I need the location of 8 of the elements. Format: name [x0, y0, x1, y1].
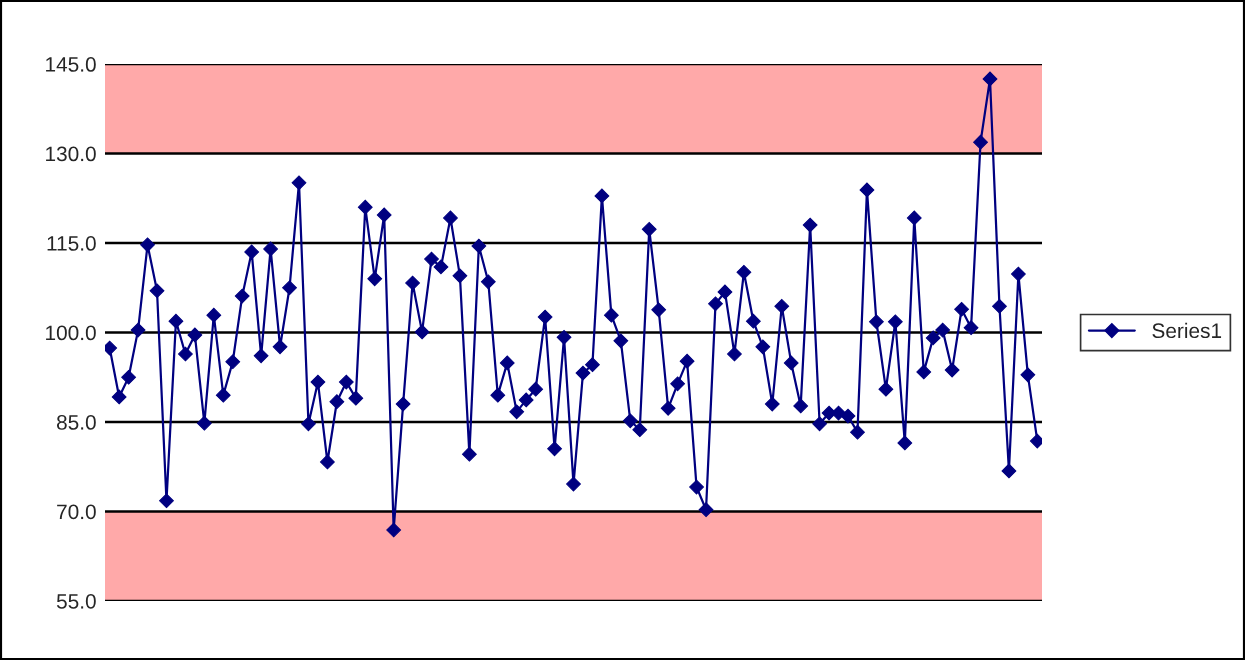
y-tick-label: 70.0 — [57, 504, 96, 520]
legend-label: Series1 — [1152, 322, 1222, 339]
y-tick-label: 130.0 — [46, 146, 96, 162]
y-tick-label: 85.0 — [56, 415, 96, 430]
y-tick-label: 145.0 — [46, 57, 96, 72]
y-tick-label: 55.0 — [56, 594, 96, 609]
y-tick-label: 100.0 — [46, 325, 96, 341]
y-tick-label: 115.0 — [47, 236, 96, 251]
